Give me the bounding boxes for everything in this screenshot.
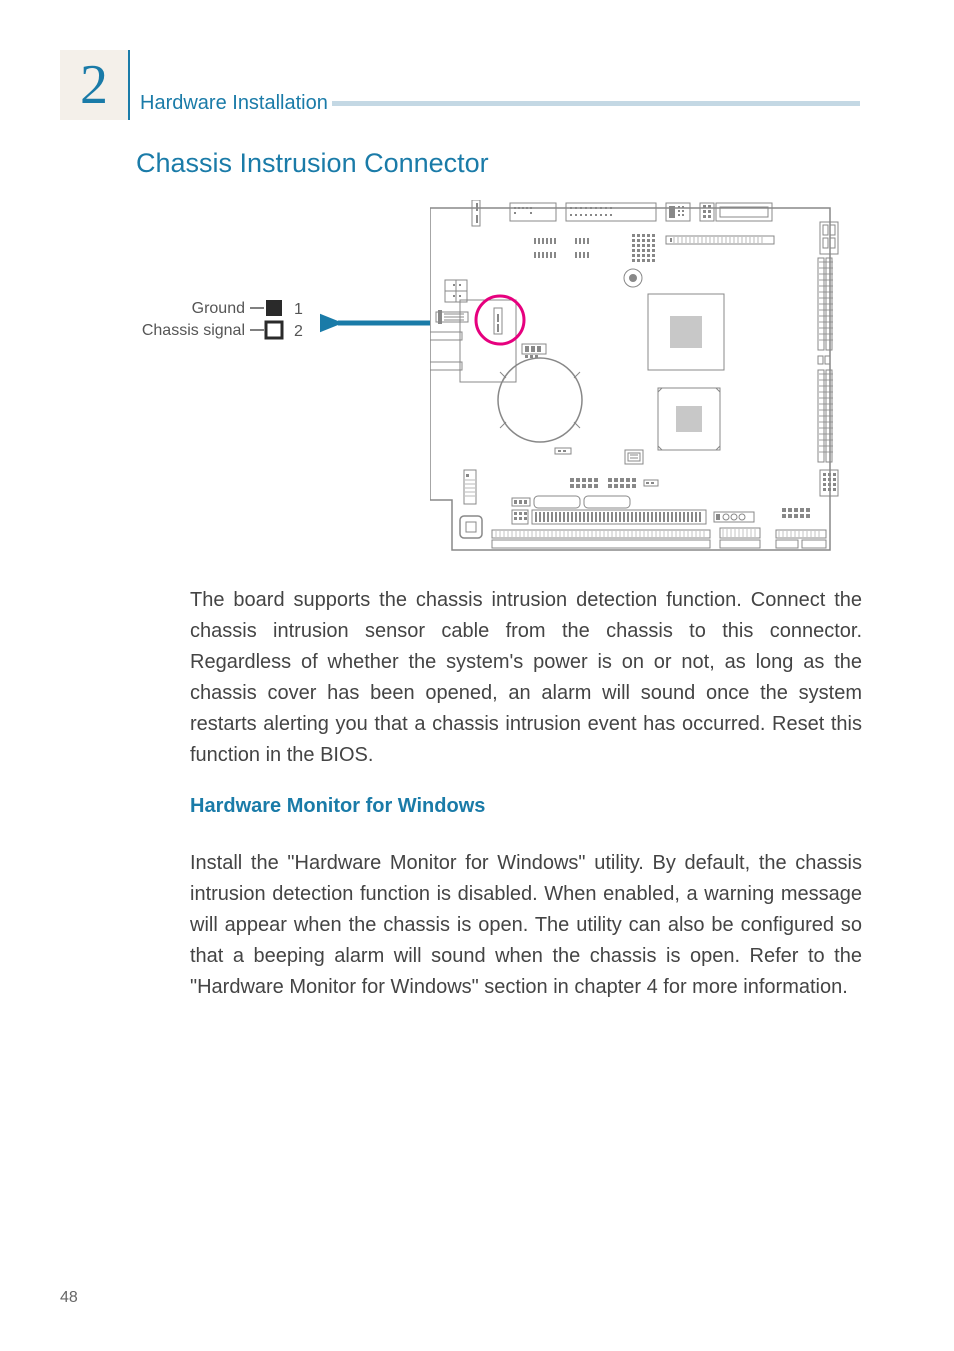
main-heading: Chassis Instrusion Connector [136, 148, 489, 179]
svg-text:1: 1 [294, 301, 303, 318]
section-header: Hardware Installation [140, 92, 860, 115]
section-rule [332, 101, 860, 106]
arrow-icon [320, 305, 440, 355]
pin-label-chassis-signal: Chassis signal [125, 322, 245, 340]
diagram-area: Ground Chassis signal 1 2 [180, 200, 860, 560]
sub-heading: Hardware Monitor for Windows [190, 795, 485, 818]
paragraph-main: The board supports the chassis intrusion… [190, 585, 862, 771]
svg-text:2: 2 [294, 323, 303, 340]
paragraph-hardware-monitor: Install the "Hardware Monitor for Window… [190, 848, 862, 1003]
pin-label-ground: Ground [125, 300, 245, 318]
chapter-number: 2 [80, 53, 108, 117]
page-number: 48 [60, 1289, 78, 1307]
motherboard-schematic [430, 200, 860, 560]
section-title: Hardware Installation [140, 92, 328, 115]
chapter-tab: 2 [60, 50, 130, 120]
